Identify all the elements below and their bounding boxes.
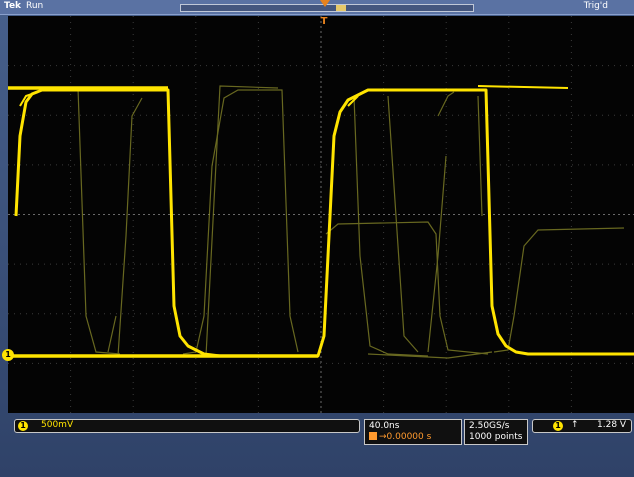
trigger-readout[interactable]: 1 ↑ 1.28 V (532, 419, 632, 433)
sample-rate-value: 2.50GS/s (469, 421, 510, 431)
vertical-scale-value: 500mV (41, 420, 74, 430)
horizontal-scale-value: 40.0ns (369, 421, 400, 431)
trigger-delay-icon (369, 432, 377, 440)
acquisition-state[interactable]: Run (26, 1, 44, 11)
waveform-display[interactable] (8, 16, 634, 413)
trigger-state: Trig'd (583, 1, 608, 11)
channel-1-badge: 1 (18, 421, 28, 431)
record-view-window[interactable] (336, 5, 346, 11)
top-status-bar: Tek Run Trig'd (0, 0, 634, 15)
channel-1-waveform (8, 85, 634, 358)
channel-1-readout[interactable]: 1 500mV (14, 419, 360, 433)
trigger-delay-readout: →0.00000 s (369, 432, 431, 442)
rising-edge-icon: ↑ (571, 420, 579, 430)
trigger-delay-value: →0.00000 s (379, 432, 432, 442)
persistence-traces (77, 85, 625, 359)
trigger-position-arrow-icon[interactable] (320, 0, 330, 7)
waveform-graticule (8, 16, 634, 413)
brand-label: Tek (4, 1, 22, 11)
horizontal-readout[interactable]: 40.0ns →0.00000 s (364, 419, 462, 445)
channel-1-ground-marker[interactable]: 1 (2, 349, 14, 361)
readout-bar: 1 500mV 40.0ns →0.00000 s 2.50GS/s 1000 … (8, 417, 634, 445)
record-length-value: 1000 points (469, 432, 523, 442)
trigger-source-badge: 1 (553, 421, 563, 431)
acquisition-readout[interactable]: 2.50GS/s 1000 points (464, 419, 528, 445)
trigger-level-value: 1.28 V (597, 420, 627, 430)
trigger-point-marker[interactable]: T (320, 16, 328, 27)
